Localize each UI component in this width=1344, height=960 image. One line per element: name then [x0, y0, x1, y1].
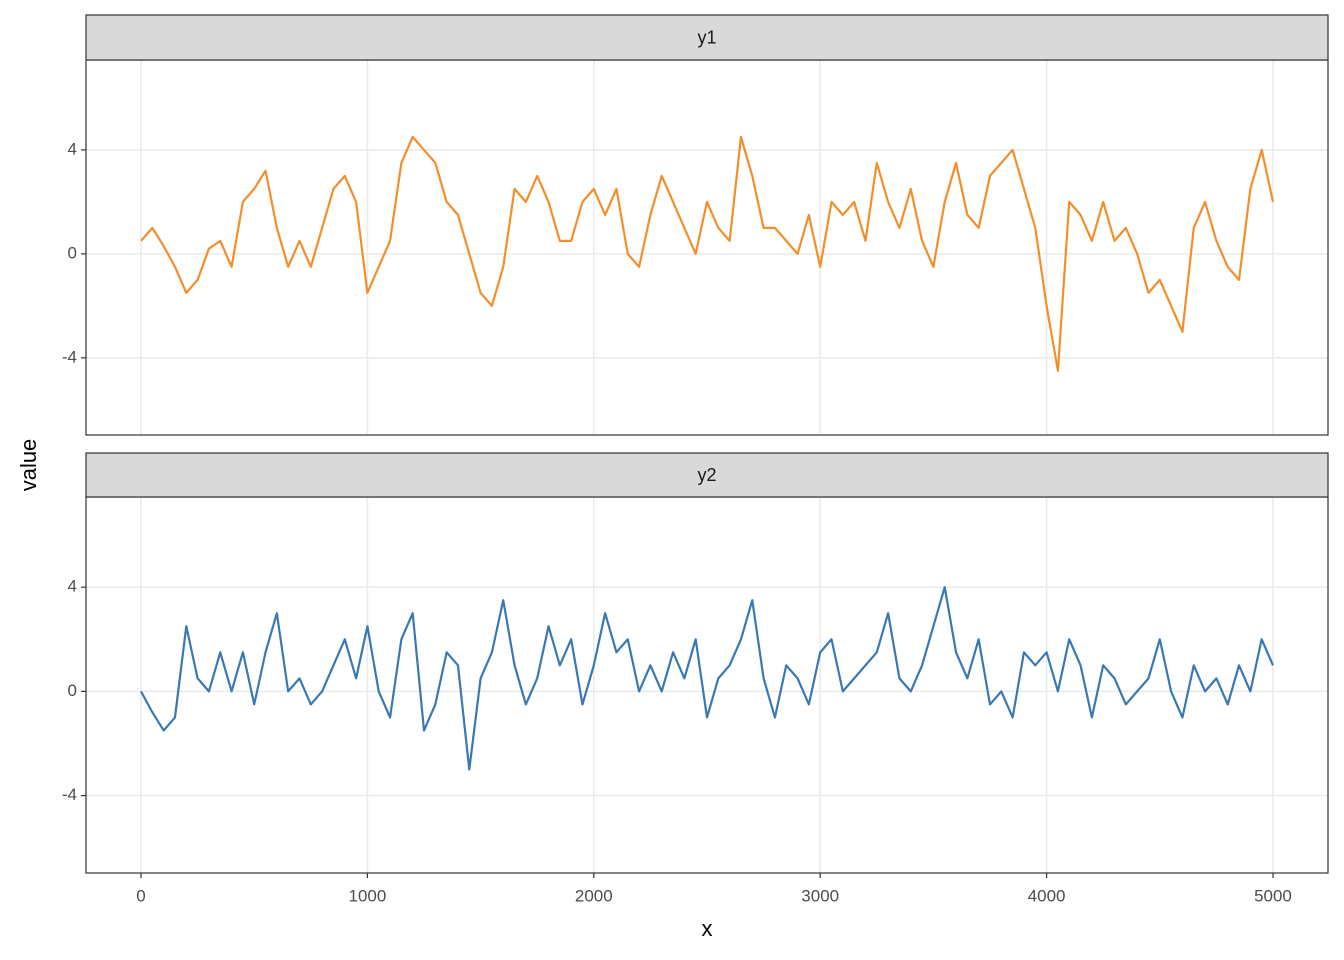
- y-tick-label: 0: [68, 243, 77, 262]
- y-tick-label: 0: [68, 681, 77, 700]
- y-axis-title: value: [16, 439, 41, 492]
- x-tick-label: 4000: [1028, 886, 1066, 905]
- x-axis-title: x: [702, 916, 713, 941]
- y-tick-label: 4: [68, 577, 77, 596]
- panel-background: [86, 60, 1328, 435]
- x-tick-label: 5000: [1254, 886, 1292, 905]
- line: [140, 586, 1274, 771]
- x-tick-label: 1000: [348, 886, 386, 905]
- x-tick-label: 3000: [801, 886, 839, 905]
- y-tick-label: 4: [68, 139, 77, 158]
- y-tick-label: -4: [62, 785, 77, 804]
- strip-label: y2: [697, 465, 716, 485]
- y-tick-label: -4: [62, 347, 77, 366]
- strip: [85, 14, 1329, 61]
- x-tick-label: 0: [136, 886, 145, 905]
- line: [140, 135, 1275, 372]
- strip: [85, 452, 1329, 498]
- strip-label: y1: [697, 27, 716, 47]
- x-tick-label: 2000: [575, 886, 613, 905]
